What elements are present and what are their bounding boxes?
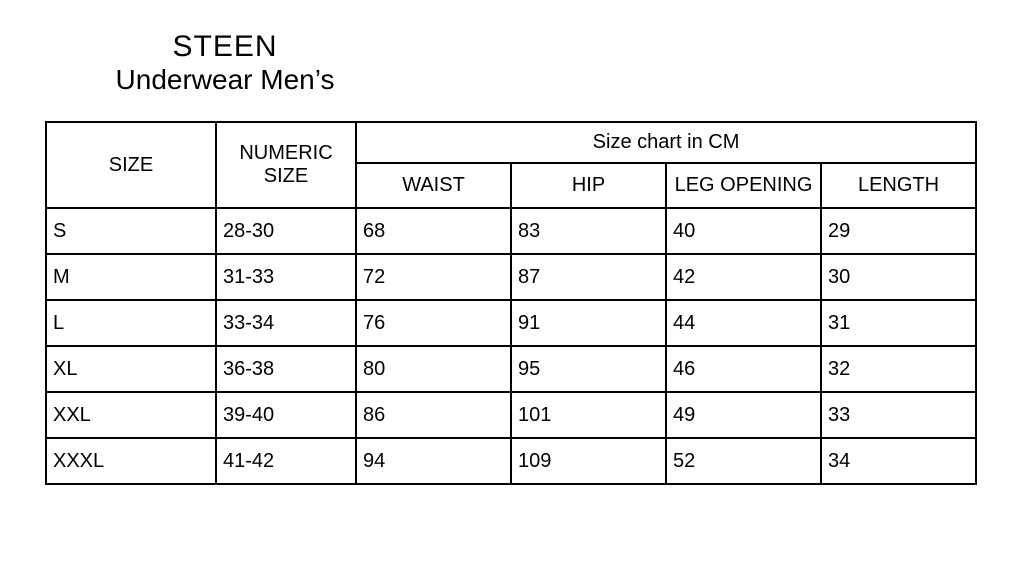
cell-numeric: 39-40 [216, 392, 356, 438]
column-header-leg: LEG OPENING [666, 163, 821, 208]
cell-numeric: 28-30 [216, 208, 356, 254]
cell-numeric: 31-33 [216, 254, 356, 300]
cell-waist: 80 [356, 346, 511, 392]
cell-hip: 95 [511, 346, 666, 392]
size-chart-table: SIZE NUMERIC SIZE Size chart in CM WAIST… [45, 121, 977, 485]
cell-waist: 94 [356, 438, 511, 484]
page-title: STEEN Underwear Men’s [95, 30, 979, 96]
table-row: XXL39-40861014933 [46, 392, 976, 438]
column-header-numeric: NUMERIC SIZE [216, 122, 356, 208]
cell-waist: 72 [356, 254, 511, 300]
cell-leg: 49 [666, 392, 821, 438]
cell-size: XXXL [46, 438, 216, 484]
cell-hip: 91 [511, 300, 666, 346]
cell-size: XXL [46, 392, 216, 438]
cell-hip: 101 [511, 392, 666, 438]
cell-size: M [46, 254, 216, 300]
cell-size: L [46, 300, 216, 346]
cell-length: 33 [821, 392, 976, 438]
table-row: L33-3476914431 [46, 300, 976, 346]
table-row: XXXL41-42941095234 [46, 438, 976, 484]
cell-length: 30 [821, 254, 976, 300]
cell-leg: 52 [666, 438, 821, 484]
table-row: M31-3372874230 [46, 254, 976, 300]
cell-hip: 109 [511, 438, 666, 484]
table-row: S28-3068834029 [46, 208, 976, 254]
cell-waist: 76 [356, 300, 511, 346]
column-header-hip: HIP [511, 163, 666, 208]
cell-hip: 87 [511, 254, 666, 300]
cell-size: S [46, 208, 216, 254]
cell-leg: 44 [666, 300, 821, 346]
cell-length: 29 [821, 208, 976, 254]
cell-waist: 68 [356, 208, 511, 254]
cell-numeric: 33-34 [216, 300, 356, 346]
cell-leg: 46 [666, 346, 821, 392]
table-row: XL36-3880954632 [46, 346, 976, 392]
product-name: Underwear Men’s [95, 64, 355, 96]
cell-size: XL [46, 346, 216, 392]
cell-waist: 86 [356, 392, 511, 438]
column-header-size: SIZE [46, 122, 216, 208]
column-group-header: Size chart in CM [356, 122, 976, 163]
cell-leg: 42 [666, 254, 821, 300]
cell-leg: 40 [666, 208, 821, 254]
cell-length: 34 [821, 438, 976, 484]
cell-numeric: 41-42 [216, 438, 356, 484]
cell-length: 32 [821, 346, 976, 392]
column-header-waist: WAIST [356, 163, 511, 208]
cell-numeric: 36-38 [216, 346, 356, 392]
column-header-length: LENGTH [821, 163, 976, 208]
cell-length: 31 [821, 300, 976, 346]
cell-hip: 83 [511, 208, 666, 254]
brand-name: STEEN [95, 30, 355, 64]
